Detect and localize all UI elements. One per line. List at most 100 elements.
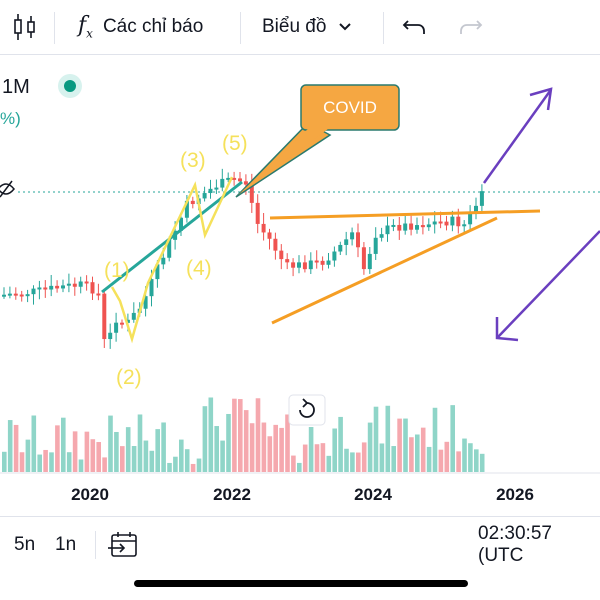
chart-area[interactable]: 1M %) COVID (1) (2) (3) (4) (5) <box>0 55 600 510</box>
clock-label: 02:30:57 (UTC <box>478 523 552 566</box>
candle-body <box>391 224 396 227</box>
volume-bar <box>120 446 125 472</box>
candle-body <box>415 225 419 230</box>
candle-body <box>125 319 130 323</box>
divider <box>95 531 96 559</box>
volume-bar <box>361 442 367 472</box>
volume-bar <box>61 417 66 472</box>
volume-bar <box>302 444 308 472</box>
volume-bar <box>78 459 84 472</box>
reset-chart-button[interactable] <box>288 394 326 426</box>
candle-body <box>226 177 231 180</box>
volume-bar <box>179 439 184 472</box>
candle-body <box>308 260 313 270</box>
candle-body <box>361 247 366 270</box>
go-to-date-icon[interactable] <box>108 517 140 573</box>
candle-body <box>31 288 36 295</box>
candle-body <box>479 191 484 206</box>
volume-bar <box>7 420 13 472</box>
volume-bar <box>350 452 355 472</box>
candle-body <box>444 221 449 226</box>
candle-body <box>220 178 225 188</box>
volume-bar <box>196 458 202 472</box>
range-5y-button[interactable]: 5n <box>14 517 35 573</box>
candle-body <box>72 283 77 287</box>
volume-bar <box>114 431 119 472</box>
candle-body <box>25 294 30 297</box>
candle-body <box>167 239 172 258</box>
candle-body <box>61 285 65 289</box>
candle-body <box>179 217 183 231</box>
volume-bar <box>131 446 137 472</box>
candle-body <box>320 260 325 265</box>
volume-bar <box>72 431 78 472</box>
volume-bar <box>379 443 385 472</box>
wave-label-2: (2) <box>116 366 142 389</box>
candle-body <box>49 285 54 290</box>
divider <box>54 12 55 44</box>
candle-body <box>149 279 154 297</box>
candle-body <box>420 225 425 228</box>
candle-body <box>90 282 95 294</box>
eye-hidden-icon[interactable] <box>0 180 15 198</box>
clock-timezone[interactable]: 02:30:57 (UTC <box>478 517 600 573</box>
volume-bar <box>432 407 438 472</box>
candle-body <box>468 212 473 225</box>
chart-type-label: Biểu đồ <box>262 16 327 37</box>
candle-body <box>114 322 119 333</box>
volume-bar <box>84 431 90 472</box>
candle-body <box>249 184 254 203</box>
volume-bar <box>249 423 255 472</box>
volume-bar <box>367 422 373 472</box>
volume-bar <box>125 427 131 472</box>
x-tick-2026: 2026 <box>496 485 534 504</box>
indicators-label: Các chỉ báo <box>102 16 204 37</box>
support-line <box>271 216 498 325</box>
candle-body <box>7 293 12 296</box>
candle-body <box>2 294 6 297</box>
volume-bar <box>308 427 314 472</box>
redo-icon[interactable] <box>457 0 483 54</box>
candles-icon[interactable] <box>12 0 38 54</box>
candle-body <box>190 200 195 205</box>
candle-body <box>285 259 290 263</box>
volume-bar <box>373 406 379 472</box>
candle-body <box>338 244 343 252</box>
candle-body <box>131 312 136 320</box>
interval-label: 1M <box>2 76 30 98</box>
volume-bar <box>426 446 432 472</box>
wave-label-4: (4) <box>186 257 212 280</box>
volume-bar <box>167 462 172 472</box>
candle-body <box>279 250 284 260</box>
volume-bar <box>397 418 402 472</box>
volume-bar <box>155 429 160 472</box>
indicators-button[interactable]: fx Các chỉ báo <box>78 0 203 54</box>
arrow-down-purple <box>495 230 600 342</box>
volume-bar <box>232 398 237 472</box>
candle-body <box>456 216 461 227</box>
candle-body <box>267 232 272 239</box>
chevron-down-icon <box>339 23 352 31</box>
range-5y-label: 5n <box>14 534 36 555</box>
volume-bar <box>37 454 42 472</box>
undo-icon[interactable] <box>402 0 428 54</box>
candle-body <box>350 232 355 240</box>
volume-bar <box>273 424 278 472</box>
volume-bar <box>338 416 343 472</box>
volume-bar <box>456 451 461 472</box>
candle-body <box>238 178 242 182</box>
candle-body <box>84 281 89 284</box>
candle-body <box>385 225 390 235</box>
candle-body <box>273 238 278 251</box>
candle-body <box>426 224 431 228</box>
volume-bar <box>415 434 420 472</box>
volume-bar <box>403 418 408 472</box>
range-1y-button[interactable]: 1n <box>55 517 76 573</box>
candle-body <box>96 293 101 296</box>
volume-bar <box>243 410 249 472</box>
volume-bar <box>2 451 7 472</box>
volume-bar <box>190 463 196 472</box>
candle-body <box>373 237 378 254</box>
chart-type-dropdown[interactable]: Biểu đồ <box>262 0 352 54</box>
volume-histogram <box>2 397 485 472</box>
